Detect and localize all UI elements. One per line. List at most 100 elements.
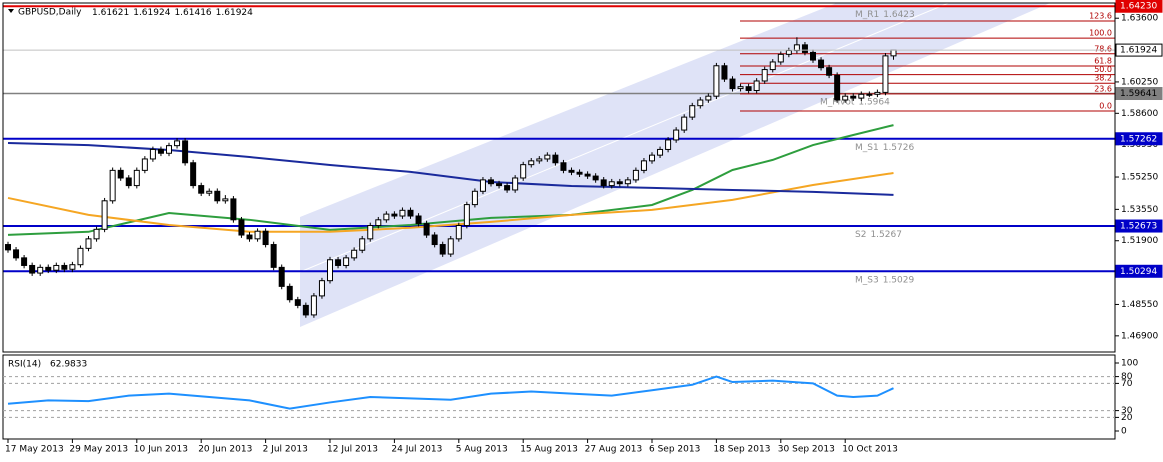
candle-body — [681, 116, 688, 131]
rsi-tick-label: 100 — [1121, 359, 1138, 369]
x-tick-label: 2 Jul 2013 — [263, 445, 308, 455]
candle-body — [737, 86, 744, 90]
candle-body — [818, 59, 825, 69]
candle-body — [721, 65, 728, 80]
candle-body — [761, 69, 768, 82]
candle-body — [5, 244, 11, 251]
candle-body — [810, 51, 816, 61]
candle-body — [327, 259, 333, 282]
candle-body — [182, 140, 189, 164]
candle-body — [834, 74, 841, 101]
candle-body — [544, 154, 551, 160]
candle-body — [423, 223, 430, 236]
candle-body — [109, 169, 116, 202]
candle-body — [866, 93, 873, 96]
candle-body — [463, 204, 470, 227]
candle-body — [198, 185, 205, 194]
candle-body — [270, 244, 277, 268]
candle-body — [882, 55, 889, 93]
candle-body — [536, 158, 543, 162]
fib-label: 50.0 — [1094, 65, 1112, 74]
y-tick-label: 1.53550 — [1121, 205, 1158, 215]
candle-body — [230, 198, 237, 221]
pivot-name: M_S3 — [855, 275, 879, 285]
fib-label: 0.0 — [1099, 102, 1112, 111]
candle-body — [455, 225, 462, 240]
candle-body — [238, 219, 245, 236]
candle-body — [399, 209, 406, 217]
candle-body — [77, 247, 84, 266]
moving-average — [7, 172, 894, 233]
x-tick-label: 10 Oct 2013 — [842, 445, 898, 455]
price-box — [1115, 43, 1163, 57]
header-ohlc: 1.61621 1.61924 1.61416 1.61924 — [92, 8, 253, 18]
rsi-tick-label: 80 — [1121, 372, 1133, 382]
fib-label: 123.6 — [1089, 11, 1112, 20]
candle-body — [407, 209, 414, 217]
candle-body — [415, 215, 422, 225]
pivot-value: 1.5964 — [858, 97, 890, 107]
candle-body — [359, 238, 366, 251]
candle-body — [801, 44, 808, 53]
candle-body — [278, 266, 285, 287]
candle-body — [504, 185, 511, 191]
candle-body — [600, 179, 607, 187]
candle-body — [584, 173, 591, 177]
x-tick-label: 29 May 2013 — [69, 445, 128, 455]
rsi-frame — [2, 354, 1116, 440]
price-box — [1115, 87, 1163, 101]
x-tick-label: 20 Jun 2013 — [198, 445, 252, 455]
price-box-label: 1.61924 — [1120, 46, 1157, 56]
candle-body — [488, 179, 494, 185]
candle-body — [785, 50, 792, 55]
candle-body — [705, 95, 712, 101]
candle-body — [375, 219, 382, 227]
candle-body — [93, 228, 100, 240]
candle-body — [447, 238, 454, 255]
rsi-tick-label: 20 — [1121, 413, 1133, 423]
candle-body — [850, 95, 857, 99]
candle-body — [302, 304, 309, 316]
pivot-name: M_S1 — [855, 142, 879, 152]
x-tick-label: 18 Sep 2013 — [713, 445, 770, 455]
candle-body — [560, 162, 567, 171]
fib-label: 38.2 — [1094, 74, 1112, 83]
candle-body — [222, 198, 229, 202]
candle-body — [632, 169, 639, 181]
pivot-value: 1.5267 — [870, 230, 902, 240]
candle-body — [13, 249, 20, 259]
candle-body — [576, 171, 583, 175]
fib-label: 23.6 — [1094, 84, 1112, 93]
price-box-label: 1.64230 — [1120, 2, 1157, 12]
symbol: GBPUSD,Daily — [18, 8, 82, 18]
rsi-tick-label: 70 — [1121, 379, 1133, 389]
rsi-line — [7, 375, 894, 410]
candle-body — [479, 179, 486, 192]
y-tick-label: 1.58600 — [1121, 109, 1158, 119]
price-box — [1115, 264, 1163, 278]
pivot-label: S2 1.5267 — [855, 230, 902, 240]
candle-body — [842, 95, 849, 101]
price-box — [1115, 219, 1163, 233]
pivot-value: 1.5029 — [883, 275, 915, 285]
candle-body — [471, 190, 478, 206]
candle-body — [37, 266, 44, 274]
candle-body — [101, 200, 108, 230]
candle-body — [318, 280, 325, 297]
header-price: 1.61924 — [216, 8, 253, 18]
candle-body — [697, 99, 704, 107]
y-tick-label: 1.60250 — [1121, 77, 1158, 87]
candle-body — [117, 169, 124, 179]
pivot-label: M_S3 1.5029 — [855, 275, 914, 285]
price-box — [1115, 0, 1163, 13]
candle-body — [254, 230, 261, 240]
candle-body — [777, 53, 784, 63]
candle-body — [826, 67, 833, 76]
candle-body — [246, 234, 253, 240]
x-tick-label: 10 Jun 2013 — [134, 445, 188, 455]
candle-body — [61, 264, 68, 270]
candle-body — [53, 264, 60, 271]
candle-body — [769, 61, 776, 71]
